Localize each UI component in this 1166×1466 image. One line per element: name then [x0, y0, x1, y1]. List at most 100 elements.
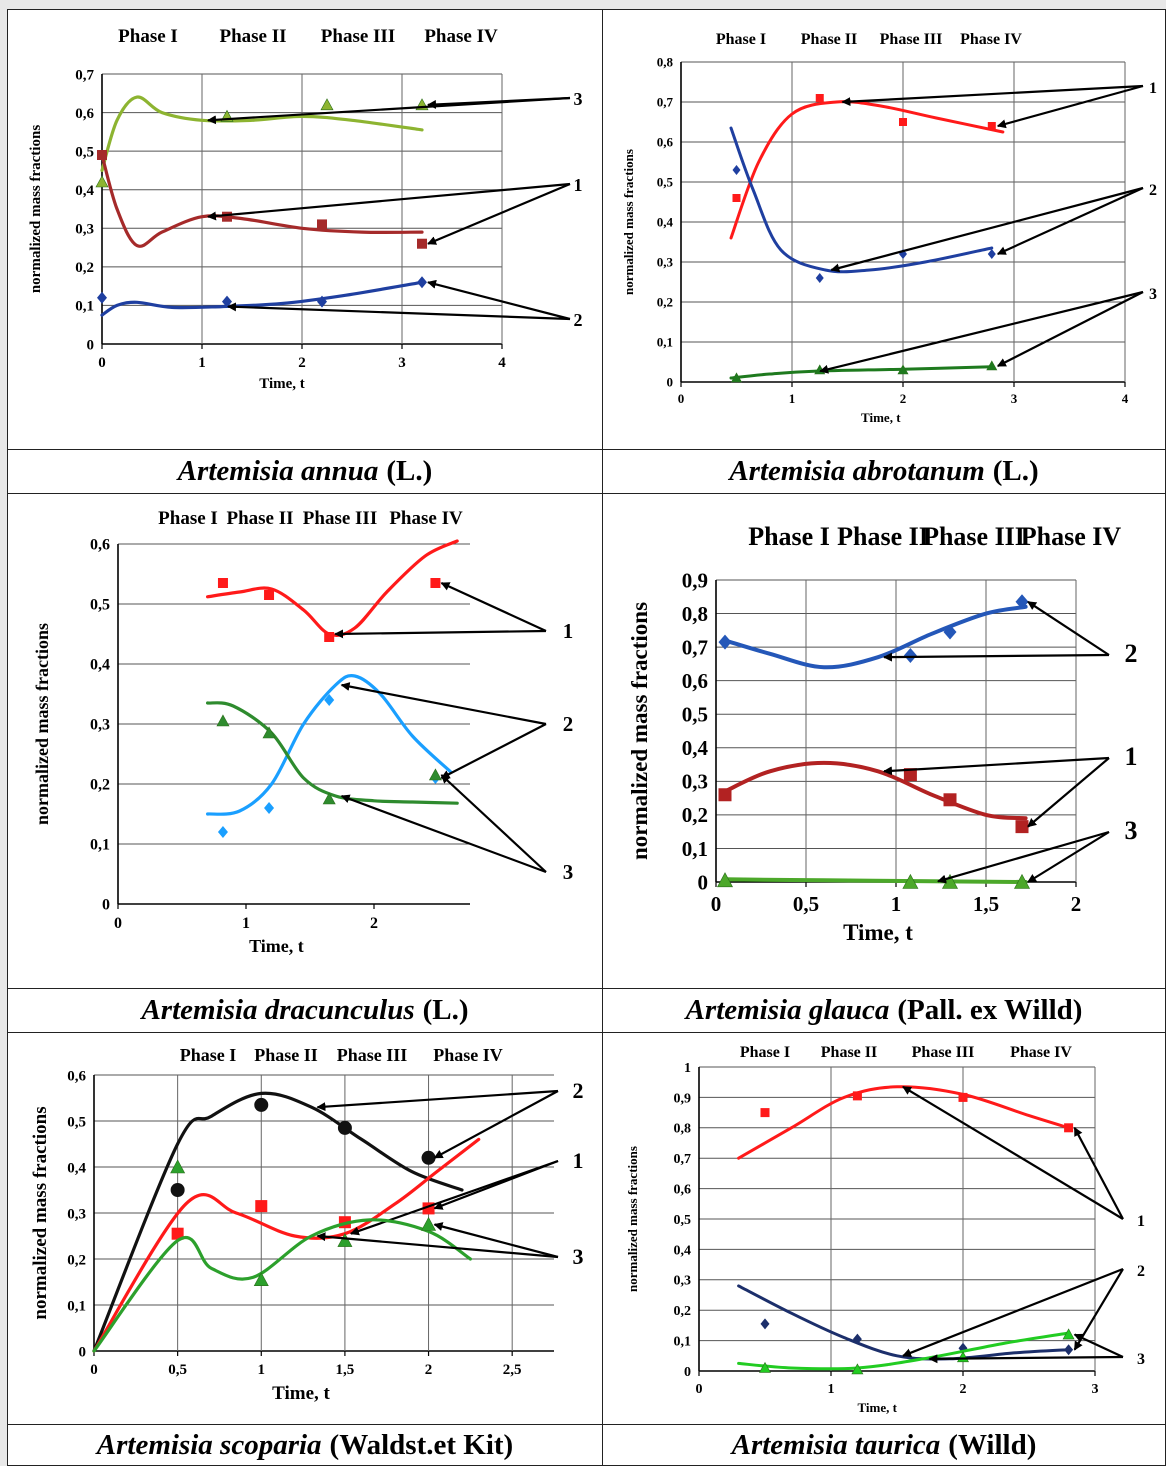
phase-label: Phase III	[337, 1045, 408, 1065]
data-point-triangle	[170, 1159, 186, 1174]
data-point-diamond	[1015, 594, 1029, 610]
series-3	[92, 1159, 472, 1353]
data-point-triangle	[95, 175, 109, 188]
caption-4: Artemisia scoparia (Waldst.et Kit)	[7, 1424, 603, 1466]
y-tick-label: 0,9	[674, 1091, 692, 1106]
annotation-arrow	[440, 723, 547, 779]
caption-1: Artemisia abrotanum (L.)	[602, 449, 1166, 494]
annotation-arrow	[433, 1159, 559, 1210]
y-tick-label: 0,7	[682, 635, 708, 659]
data-point-square	[958, 1092, 968, 1102]
phase-label: Phase II	[821, 1044, 877, 1061]
species-name: Artemisia glauca	[685, 994, 890, 1026]
species-name: Artemisia dracunculus	[141, 994, 415, 1026]
y-axis-title: normalized mass fractions	[32, 623, 52, 825]
series-annotation-label: 2	[573, 1078, 584, 1103]
y-tick-label: 0,2	[657, 295, 673, 310]
annotation-arrow	[340, 794, 547, 874]
y-tick-label: 0,6	[674, 1183, 692, 1198]
annotation-arrow	[1027, 831, 1110, 883]
x-tick-label: 1,5	[336, 1362, 355, 1378]
data-point-square	[987, 122, 996, 130]
y-tick-label: 0	[79, 1344, 87, 1360]
phase-label: Phase IV	[433, 1045, 503, 1065]
series-line	[206, 674, 453, 816]
series-line	[737, 1331, 1071, 1371]
annotation-arrow	[433, 1222, 559, 1259]
series-2	[97, 276, 427, 317]
y-tick-label: 0,4	[657, 215, 674, 230]
data-point-triangle	[320, 98, 334, 111]
data-point-square	[171, 1227, 184, 1240]
annotation-arrow	[427, 96, 571, 109]
data-point-square	[97, 150, 107, 160]
data-point-square	[718, 788, 732, 802]
annotation-arrow	[316, 1232, 559, 1259]
x-tick-label: 2	[370, 915, 378, 932]
series-line	[100, 280, 424, 317]
y-tick-label: 0,9	[682, 568, 708, 592]
series-line	[723, 760, 1028, 821]
data-point-diamond	[943, 624, 957, 640]
data-point-diamond	[760, 1318, 770, 1330]
x-tick-label: 2,5	[503, 1362, 522, 1378]
series-3	[729, 360, 998, 383]
data-point-square	[815, 94, 824, 102]
y-tick-label: 0,5	[682, 703, 708, 727]
series-annotation-label: 3	[1125, 816, 1138, 845]
annotation-arrow	[427, 279, 571, 321]
data-point-triangle	[428, 768, 442, 781]
caption-5: Artemisia taurica (Willd)	[602, 1424, 1166, 1466]
x-tick-label: 3	[1011, 391, 1018, 406]
y-tick-label: 0,3	[67, 1206, 86, 1222]
series-1	[206, 539, 459, 642]
chart-svg-1: Phase I Phase II Phase III Phase IV 0 0,1 0,2 0…	[621, 31, 1157, 425]
phase-label: Phase III	[321, 26, 395, 47]
data-point-diamond	[317, 295, 327, 308]
data-point-diamond	[217, 826, 228, 838]
y-tick-label: 0,4	[67, 1160, 86, 1176]
data-point-diamond	[852, 1333, 862, 1345]
x-axis-title: Time, t	[857, 1400, 897, 1415]
x-tick-label: 1	[258, 1362, 266, 1378]
panel-cell-5: Phase I Phase II Phase III Phase IV 0 0,1 0,2 0…	[602, 1032, 1166, 1425]
series-1	[729, 94, 1005, 240]
phase-label: Phase III	[880, 31, 943, 48]
annotation-arrow	[996, 186, 1144, 256]
series-annotation-label: 1	[574, 175, 583, 195]
y-tick-label: 0,8	[674, 1122, 692, 1137]
series-line	[206, 539, 459, 637]
series-2	[92, 1091, 464, 1353]
x-tick-label: 4	[1122, 391, 1129, 406]
x-tick-label: 1	[789, 391, 796, 406]
chart-svg-2: Phase I Phase II Phase III Phase IV 0 0,1 0,2 0…	[32, 508, 573, 956]
y-axis-title: normalized mass fractions	[621, 149, 636, 295]
x-tick-label: 0,5	[793, 892, 819, 916]
phase-label: Phase II	[226, 508, 293, 529]
series-1	[97, 150, 427, 249]
series-line	[729, 126, 994, 274]
data-point-triangle	[337, 1232, 353, 1247]
annotation-arrow	[902, 1267, 1124, 1358]
annotation-arrow	[1027, 600, 1110, 656]
data-point-triangle	[986, 360, 998, 371]
series-2	[206, 674, 453, 838]
y-tick-label: 0	[667, 375, 674, 390]
x-tick-label: 3	[1092, 1382, 1099, 1397]
data-point-triangle	[902, 873, 919, 889]
series-annotation-label: 1	[573, 1148, 584, 1173]
y-tick-label: 0,1	[657, 335, 673, 350]
y-tick-label: 0	[684, 1365, 691, 1380]
phase-label: Phase IV	[960, 31, 1022, 48]
y-tick-label: 0,5	[75, 144, 94, 160]
x-tick-label: 1	[242, 915, 250, 932]
y-tick-label: 0,4	[682, 736, 709, 760]
phase-label: Phase II	[837, 522, 929, 551]
phase-label: Phase II	[254, 1045, 318, 1065]
species-authority: (L.)	[386, 455, 433, 487]
series-annotation-label: 3	[573, 1244, 584, 1269]
y-tick-label: 0,6	[682, 669, 708, 693]
panel-cell-4: Phase I Phase II Phase III Phase IV 0 0,1 0,2 0…	[7, 1032, 603, 1425]
species-name: Artemisia taurica	[731, 1428, 941, 1461]
